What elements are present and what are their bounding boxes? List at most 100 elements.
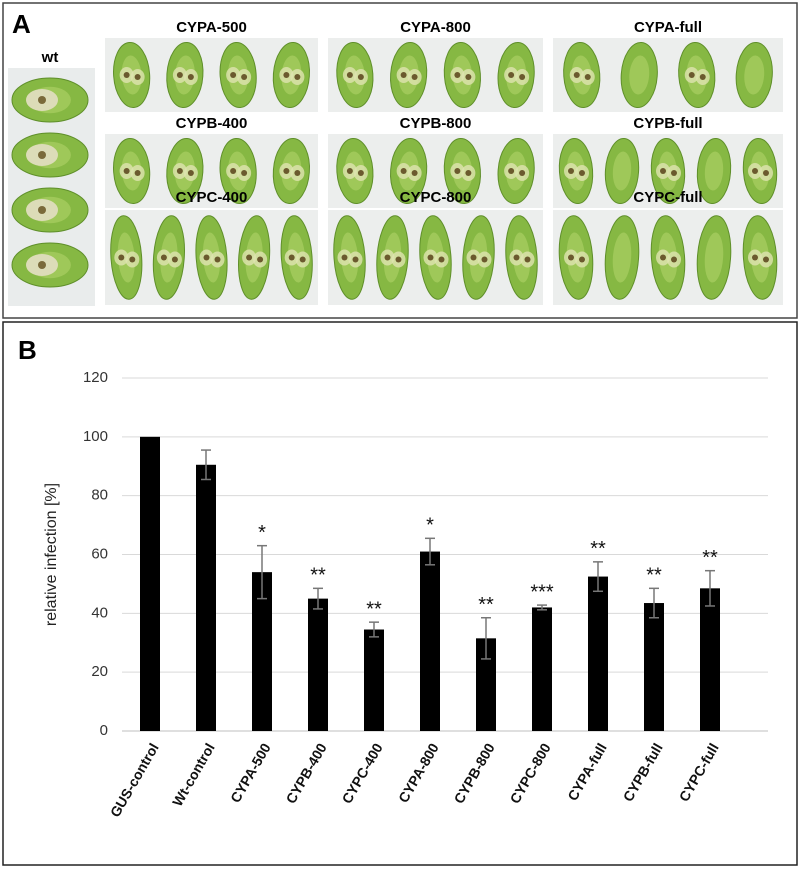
lesion bbox=[427, 254, 434, 261]
significance-label: ** bbox=[590, 538, 606, 560]
bar bbox=[364, 629, 384, 731]
significance-label: ** bbox=[702, 547, 718, 569]
lesion bbox=[123, 72, 130, 78]
lesion bbox=[123, 168, 130, 174]
lesion bbox=[584, 74, 591, 80]
lesion bbox=[241, 170, 248, 176]
lesion bbox=[752, 254, 758, 261]
lesion bbox=[299, 256, 306, 263]
lesion bbox=[214, 256, 221, 263]
photo-label: CYPB-400 bbox=[176, 115, 248, 132]
significance-label: * bbox=[426, 515, 434, 537]
bar bbox=[588, 576, 608, 731]
lesion bbox=[187, 170, 194, 176]
lesion bbox=[481, 256, 488, 263]
lesion bbox=[513, 254, 520, 261]
lesion bbox=[752, 168, 758, 174]
y-tick-label: 120 bbox=[83, 369, 108, 386]
significance-label: ** bbox=[310, 565, 326, 587]
lesion bbox=[411, 74, 418, 80]
lesion bbox=[470, 254, 477, 261]
lesion bbox=[283, 168, 290, 174]
lesion bbox=[357, 74, 364, 80]
bar bbox=[644, 603, 664, 731]
lesion bbox=[688, 72, 695, 78]
lesion bbox=[38, 206, 46, 214]
photo-label: wt bbox=[41, 49, 59, 66]
lesion bbox=[38, 96, 46, 104]
lesion bbox=[203, 254, 210, 261]
y-tick-label: 40 bbox=[91, 604, 108, 621]
lesion bbox=[246, 254, 253, 261]
lesion bbox=[660, 168, 666, 174]
significance-label: ** bbox=[478, 594, 494, 616]
y-tick-label: 80 bbox=[91, 487, 108, 504]
lesion bbox=[579, 256, 585, 263]
lesion bbox=[579, 170, 585, 176]
lesion bbox=[671, 170, 677, 176]
lesion bbox=[118, 254, 125, 261]
y-tick-label: 20 bbox=[91, 663, 108, 680]
bar bbox=[252, 572, 272, 731]
lesion bbox=[283, 72, 290, 78]
lesion bbox=[763, 170, 769, 176]
leaf-highlight bbox=[612, 232, 632, 283]
bar bbox=[196, 464, 216, 731]
y-tick-label: 0 bbox=[100, 722, 108, 739]
photo-label: CYPB-full bbox=[633, 115, 702, 132]
photo-label: CYPA-full bbox=[634, 19, 702, 36]
leaf-highlight bbox=[612, 151, 632, 191]
leaf-highlight bbox=[629, 55, 650, 95]
panel-label: A bbox=[12, 9, 31, 39]
lesion bbox=[573, 72, 580, 78]
lesion bbox=[568, 168, 574, 174]
significance-label: ** bbox=[646, 565, 662, 587]
y-axis-label: relative infection [%] bbox=[43, 483, 60, 626]
lesion bbox=[384, 254, 391, 261]
bar bbox=[700, 588, 720, 731]
lesion bbox=[568, 254, 574, 261]
significance-label: *** bbox=[530, 581, 554, 603]
photo-label: CYPC-full bbox=[633, 189, 702, 206]
bar bbox=[532, 607, 552, 731]
bar bbox=[420, 551, 440, 731]
lesion bbox=[171, 256, 178, 263]
lesion bbox=[187, 74, 194, 80]
bar bbox=[476, 638, 496, 731]
leaf-highlight bbox=[744, 55, 765, 95]
lesion bbox=[524, 256, 531, 263]
lesion bbox=[357, 170, 364, 176]
photo-label: CYPA-500 bbox=[176, 19, 247, 36]
lesion bbox=[38, 261, 46, 269]
y-tick-label: 60 bbox=[91, 545, 108, 562]
lesion bbox=[671, 256, 677, 263]
leaf-highlight bbox=[704, 151, 724, 191]
lesion bbox=[294, 74, 301, 80]
lesion bbox=[438, 256, 445, 263]
photo-label: CYPB-800 bbox=[400, 115, 472, 132]
lesion bbox=[176, 72, 183, 78]
significance-label: ** bbox=[366, 598, 382, 620]
lesion bbox=[454, 72, 461, 78]
photo-label: CYPA-800 bbox=[400, 19, 471, 36]
lesion bbox=[400, 168, 407, 174]
bar bbox=[140, 436, 160, 731]
bar bbox=[308, 598, 328, 731]
lesion bbox=[660, 254, 666, 261]
lesion bbox=[465, 74, 472, 80]
lesion bbox=[519, 74, 526, 80]
lesion bbox=[341, 254, 348, 261]
lesion bbox=[134, 74, 141, 80]
significance-label: * bbox=[258, 522, 266, 544]
lesion bbox=[411, 170, 418, 176]
lesion bbox=[346, 168, 353, 174]
lesion bbox=[699, 74, 706, 80]
lesion bbox=[134, 170, 141, 176]
lesion bbox=[508, 72, 515, 78]
lesion bbox=[38, 151, 46, 159]
photo-label: CYPC-400 bbox=[176, 189, 248, 206]
leaf-highlight bbox=[704, 232, 724, 283]
lesion bbox=[763, 256, 769, 263]
lesion bbox=[454, 168, 461, 174]
